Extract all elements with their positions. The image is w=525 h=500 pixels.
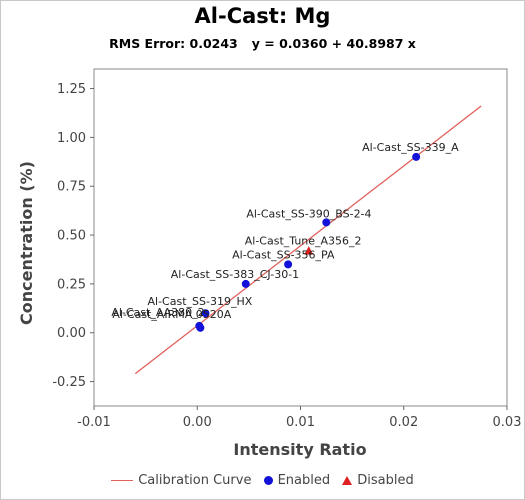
- enabled-data-point: [201, 309, 210, 318]
- y-tick-label: 1.00: [57, 131, 86, 146]
- point-label: Al-Cast_AA380_2: [111, 306, 204, 319]
- plot-frame: [93, 68, 508, 407]
- point-label: Al-Cast_SS-390_BS-2-4: [246, 207, 371, 220]
- enabled-data-point: [322, 218, 331, 227]
- triangle-marker-icon: [342, 476, 353, 485]
- legend-item-calibration-curve: Calibration Curve: [111, 473, 251, 488]
- circle-marker-icon: [263, 476, 273, 485]
- y-tick-label: 1.25: [57, 82, 86, 97]
- enabled-data-point: [196, 323, 205, 332]
- point-label: Al-Cast_AIRMA 0520A: [112, 308, 231, 321]
- point-label: Al-Cast_SS-383_CJ-30-1: [171, 268, 299, 281]
- point-label: Al-Cast_SS-339_A: [362, 141, 459, 154]
- x-tick-label: -0.01: [77, 415, 111, 430]
- y-tick-label: 0.75: [57, 180, 86, 195]
- x-tick-label: 0.01: [286, 415, 315, 430]
- x-axis-label: Intensity Ratio: [233, 440, 366, 459]
- rms-error-text: RMS Error: 0.0243: [109, 36, 238, 51]
- chart-subtitle: RMS Error: 0.0243 y = 0.0360 + 40.8987 x: [0, 36, 525, 51]
- chart-title: Al-Cast: Mg: [194, 4, 331, 28]
- point-label: Al-Cast_SS-319_HX: [148, 295, 253, 308]
- legend: Calibration Curve Enabled Disabled: [0, 473, 525, 488]
- equation-text: y = 0.0360 + 40.8987 x: [251, 36, 416, 51]
- legend-item-enabled: Enabled: [263, 473, 330, 488]
- legend-item-disabled: Disabled: [342, 473, 414, 488]
- calibration-curve: [134, 105, 482, 375]
- x-tick-label: 0.03: [493, 415, 522, 430]
- plot-area: -0.25 0.00 0.25 0.50 0.75 1.00 1.25 -0.01 0.00 0.…: [17, 68, 522, 459]
- y-tick-label: 0.00: [57, 326, 86, 341]
- y-tick-label: 0.50: [57, 229, 86, 244]
- x-tick-label: 0.02: [389, 415, 418, 430]
- y-tick-label: 0.25: [57, 277, 86, 292]
- enabled-data-point: [284, 260, 293, 269]
- x-tick-label: 0.00: [183, 415, 212, 430]
- line-swatch-icon: [111, 480, 134, 481]
- point-label: Al-Cast_Tune_A356_2: [245, 235, 362, 248]
- disabled-data-point: [304, 246, 314, 255]
- y-tick-label: -0.25: [52, 375, 86, 390]
- y-axis-label: Concentration (%): [17, 161, 36, 325]
- point-label: Al-Cast_SS-356_PA: [232, 248, 335, 261]
- enabled-data-point: [241, 279, 250, 288]
- enabled-data-point: [412, 152, 421, 161]
